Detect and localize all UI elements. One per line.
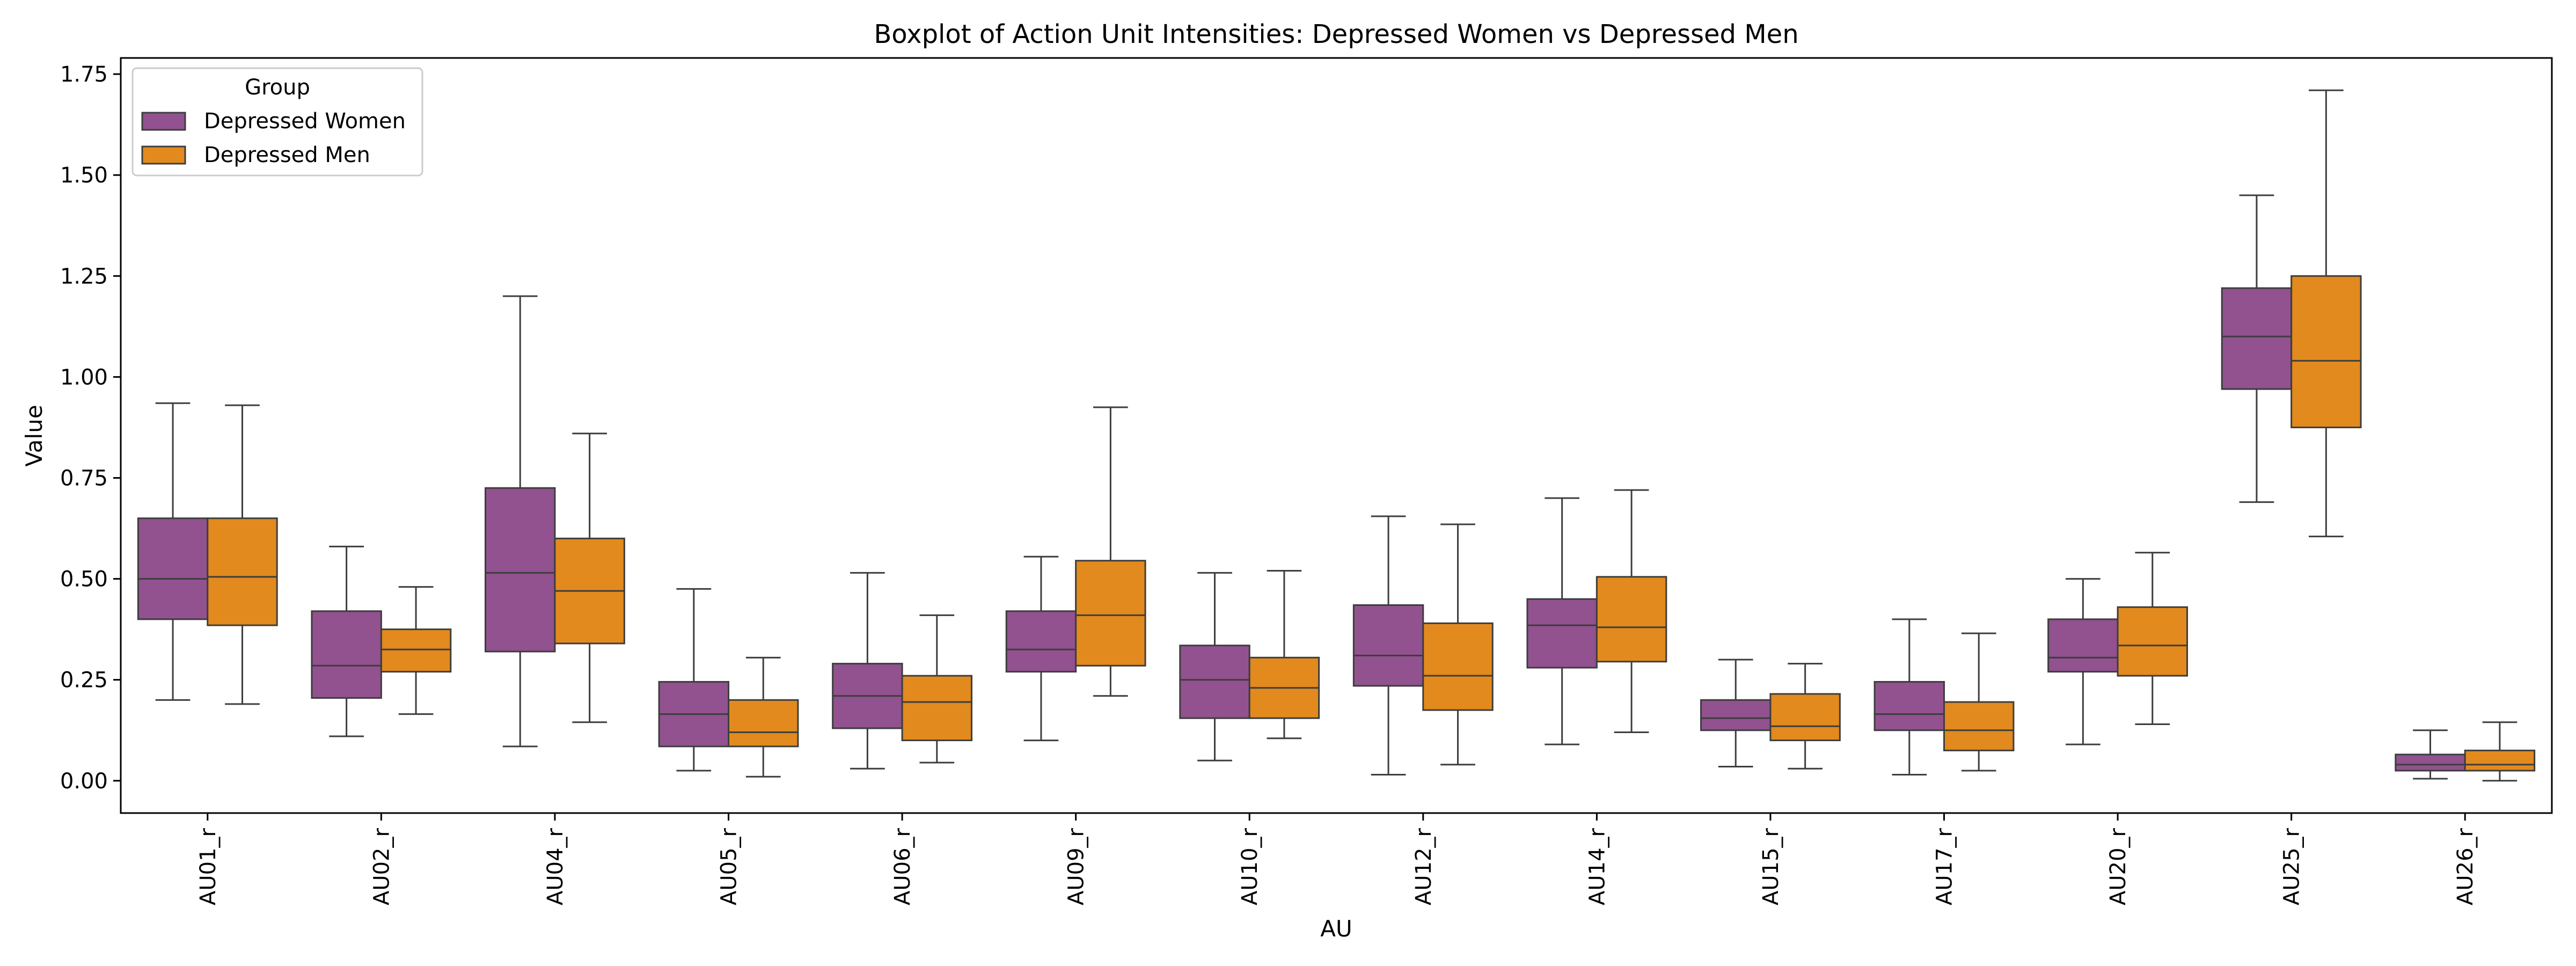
x-tick-label: AU06_r [890, 828, 915, 905]
box-iqr [728, 699, 799, 748]
box-AU14_r-women [1526, 497, 1598, 745]
box-AU02_r-women [311, 545, 382, 737]
box-AU09_r-women [1005, 555, 1077, 742]
x-tick-label: AU04_r [543, 828, 568, 905]
y-tick-label: 1.25 [60, 264, 108, 289]
y-tick-label: 0.25 [60, 668, 108, 693]
box-iqr [2395, 753, 2466, 772]
chart-title: Boxplot of Action Unit Intensities: Depr… [874, 19, 1798, 49]
box-iqr [380, 628, 452, 673]
box-iqr [1422, 622, 1494, 711]
legend-swatch [141, 112, 186, 131]
box-AU06_r-men [901, 614, 972, 764]
x-axis: AU01_r AU02_r AU04_r AU05_r AU06_r AU09_r AU10… [196, 813, 2478, 905]
box-AU10_r-men [1248, 570, 1320, 740]
box-AU05_r-men [728, 656, 799, 778]
box-AU04_r-men [554, 433, 625, 723]
x-tick-label: AU15_r [1759, 828, 1783, 905]
box-AU14_r-men [1596, 489, 1667, 734]
x-tick-label: AU20_r [2106, 828, 2131, 905]
box-AU25_r-women [2221, 194, 2293, 503]
box-iqr [1700, 699, 1772, 731]
x-tick-label: AU02_r [369, 828, 394, 905]
x-tick-label: AU01_r [196, 828, 221, 905]
box-AU20_r-women [2047, 578, 2119, 745]
legend-frame [131, 67, 423, 177]
y-tick-label: 0.50 [60, 567, 108, 592]
box-AU20_r-men [2117, 552, 2189, 725]
y-axis-title: Value [21, 405, 47, 466]
box-iqr [311, 610, 382, 699]
box-AU25_r-men [2290, 89, 2362, 538]
legend-label: Depressed Women [204, 109, 406, 134]
box-iqr [137, 517, 209, 620]
box-iqr [2464, 749, 2536, 772]
x-tick-label: AU26_r [2453, 828, 2478, 905]
box-iqr [2221, 287, 2293, 390]
box-iqr [1596, 576, 1667, 663]
legend: Group Depressed Women Depressed Men [131, 67, 423, 177]
box-AU06_r-women [832, 572, 903, 770]
y-axis: 0.00 0.25 0.50 0.75 1.00 1.25 1.50 1.75 [60, 62, 121, 794]
box-iqr [1179, 645, 1250, 719]
legend-swatch [141, 145, 186, 165]
y-tick-label: 1.75 [60, 62, 108, 87]
plot-area [137, 89, 2536, 782]
box-AU17_r-women [1874, 618, 1945, 776]
y-tick-label: 0.00 [60, 769, 108, 794]
x-tick-label: AU05_r [717, 828, 742, 905]
box-AU17_r-men [1943, 632, 2015, 772]
plot-frame [120, 57, 2553, 814]
box-iqr [207, 517, 278, 626]
box-iqr [1769, 693, 1841, 742]
box-iqr [1352, 604, 1424, 687]
box-AU15_r-women [1700, 658, 1772, 767]
box-iqr [2047, 618, 2119, 673]
box-AU26_r-women [2395, 729, 2466, 780]
box-iqr [1005, 610, 1077, 673]
box-AU12_r-men [1422, 523, 1494, 766]
box-AU26_r-men [2464, 721, 2536, 782]
legend-title: Group [245, 75, 310, 100]
x-tick-label: AU14_r [1585, 828, 1609, 905]
box-AU02_r-men [380, 586, 452, 715]
box-AU09_r-men [1075, 406, 1146, 697]
box-AU05_r-women [658, 588, 729, 772]
box-AU12_r-women [1352, 515, 1424, 776]
x-tick-label: AU09_r [1064, 828, 1089, 905]
box-AU15_r-men [1769, 663, 1841, 770]
y-tick-label: 0.75 [60, 466, 108, 491]
box-iqr [1874, 680, 1945, 731]
box-iqr [1943, 701, 2015, 751]
x-tick-label: AU17_r [1933, 828, 1957, 905]
box-iqr [2290, 275, 2362, 428]
y-tick-label: 1.50 [60, 163, 108, 188]
box-AU01_r-women [137, 402, 209, 701]
box-AU01_r-men [207, 404, 278, 705]
box-iqr [901, 675, 972, 742]
x-tick-label: AU25_r [2280, 828, 2304, 905]
x-tick-label: AU10_r [1238, 828, 1262, 905]
box-iqr [485, 487, 556, 653]
box-AU10_r-women [1179, 572, 1250, 762]
box-AU04_r-women [485, 295, 556, 748]
x-tick-label: AU12_r [1411, 828, 1436, 905]
box-iqr [1075, 560, 1146, 667]
box-iqr [1526, 598, 1598, 669]
box-iqr [2117, 606, 2189, 677]
legend-label: Depressed Men [204, 143, 370, 167]
y-tick-label: 1.00 [60, 365, 108, 390]
x-axis-title: AU [1320, 916, 1352, 942]
